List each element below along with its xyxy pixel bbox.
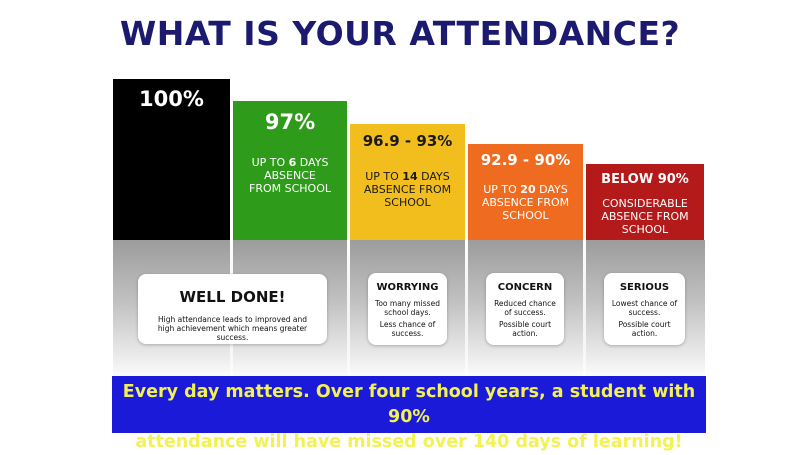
status-card-concern: CONCERN Reduced chance of success. Possi… [486,273,564,345]
card-text: High attendance leads to improved and hi… [157,315,308,342]
bar-description: CONSIDERABLE ABSENCE FROM SCHOOL [601,197,689,236]
bar-percent: 92.9 - 90% [480,151,571,169]
column-divider [347,240,350,380]
card-text: Less chance of success. [379,320,436,338]
bar-description: UP TO 20 DAYS ABSENCE FROM SCHOOL [481,183,570,222]
bar-percent: BELOW 90% [601,172,689,187]
card-text: Too many missed school days. [375,299,440,317]
banner-line-2: attendance will have missed over 140 day… [135,432,683,452]
page-title: WHAT IS YOUR ATTENDANCE? [0,14,800,53]
title-part-2: ATTENDANCE? [397,14,681,53]
card-heading: WORRYING [376,282,439,293]
attendance-bar-97: 97% UP TO 6 DAYS ABSENCE FROM SCHOOL [233,101,347,240]
status-card-serious: SERIOUS Lowest chance of success. Possib… [604,273,685,345]
card-heading: SERIOUS [619,282,670,293]
attendance-bar-below-90: BELOW 90% CONSIDERABLE ABSENCE FROM SCHO… [586,164,704,240]
column-divider [583,240,586,380]
status-card-worrying: WORRYING Too many missed school days. Le… [368,273,447,345]
title-emphasis: YOUR [292,14,398,53]
message-banner: Every day matters. Over four school year… [112,376,706,452]
attendance-bar-92-90: 92.9 - 90% UP TO 20 DAYS ABSENCE FROM SC… [468,144,583,240]
card-heading: WELL DONE! [179,288,286,306]
title-part-1: WHAT IS [119,14,293,53]
bar-description: UP TO 14 DAYS ABSENCE FROM SCHOOL [363,170,452,209]
card-text: Possible court action. [498,320,552,338]
bar-percent: 97% [264,110,316,134]
card-heading: CONCERN [497,282,553,293]
bar-percent: 100% [139,87,204,111]
attendance-bar-100: 100% [113,79,230,240]
column-divider [465,240,468,380]
attendance-bar-96-93: 96.9 - 93% UP TO 14 DAYS ABSENCE FROM SC… [350,124,465,240]
status-card-well-done: WELL DONE! High attendance leads to impr… [138,274,327,344]
banner-line-1: Every day matters. Over four school year… [122,382,696,427]
card-text: Lowest chance of success. [611,299,678,317]
card-text: Possible court action. [618,320,671,338]
card-text: Reduced chance of success. [494,299,556,317]
bar-percent: 96.9 - 93% [362,132,453,150]
bar-description: UP TO 6 DAYS ABSENCE FROM SCHOOL [249,156,331,195]
